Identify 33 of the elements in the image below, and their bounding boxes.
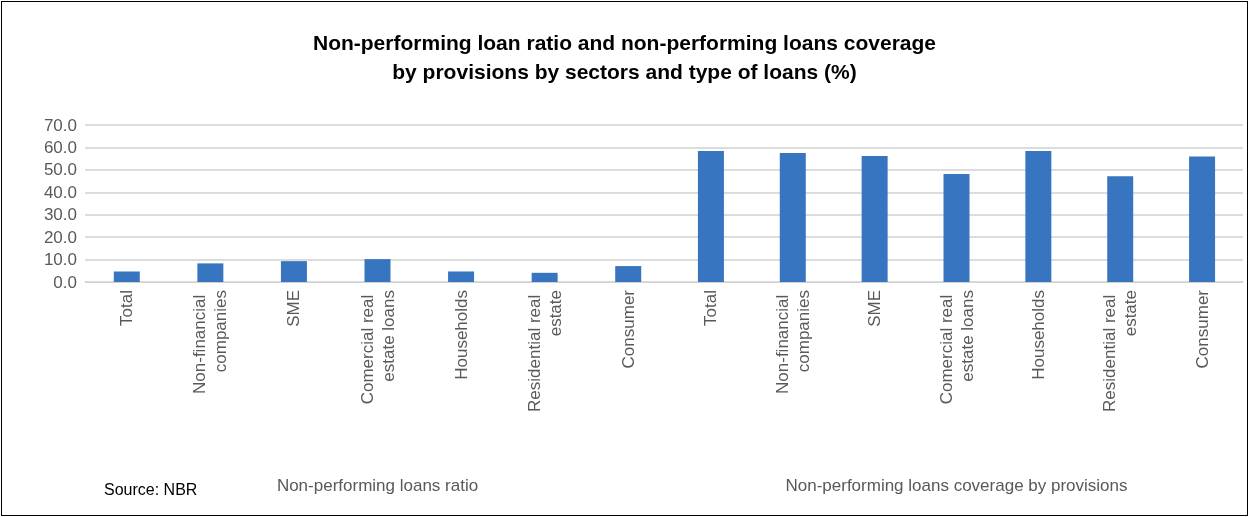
x-tick-label: Consumer bbox=[618, 289, 638, 369]
x-tick-label: Consumer bbox=[1192, 289, 1212, 369]
x-tick-label: Total bbox=[701, 290, 721, 326]
bar bbox=[697, 151, 724, 282]
x-tick-label: Residential real estate bbox=[524, 290, 565, 412]
bar bbox=[1107, 176, 1134, 282]
y-tick-label: 10.0 bbox=[43, 250, 77, 270]
bar bbox=[861, 155, 888, 282]
x-tick-label: SME bbox=[284, 290, 304, 327]
y-tick-label: 50.0 bbox=[43, 160, 77, 180]
x-tick-label: Households bbox=[451, 290, 471, 380]
x-tick-label: Comercial real estate loans bbox=[357, 290, 398, 405]
y-tick-label: 20.0 bbox=[43, 227, 77, 247]
y-tick-label: 30.0 bbox=[43, 205, 77, 225]
y-tick-label: 60.0 bbox=[43, 137, 77, 157]
x-tick-label: Residential real estate bbox=[1100, 290, 1141, 412]
chart-title: Non-performing loan ratio and non-performing loans coverage by provisions by sectors and type of loans (%) bbox=[311, 30, 938, 85]
y-tick-label: 70.0 bbox=[43, 115, 77, 135]
source-note: Source: NBR bbox=[104, 480, 198, 498]
x-tick-label: Comercial real estate loans bbox=[936, 290, 977, 405]
bar bbox=[943, 174, 970, 282]
x-tick-label: SME bbox=[865, 290, 885, 327]
x-tick-label: Total bbox=[117, 290, 137, 326]
y-tick-label: 40.0 bbox=[43, 182, 77, 202]
bar bbox=[1025, 151, 1052, 282]
x-axis-title: Non-performing loans ratio bbox=[276, 476, 479, 495]
x-tick-label: Households bbox=[1028, 290, 1048, 380]
bar bbox=[1189, 156, 1216, 282]
x-tick-label: Non-financial companies bbox=[190, 290, 231, 394]
x-tick-label: Non-financial companies bbox=[772, 290, 813, 394]
x-axis-title: Non-performing loans coverage by provisions bbox=[785, 476, 1128, 495]
y-tick-label: 0.0 bbox=[53, 272, 77, 292]
bar bbox=[779, 153, 806, 282]
